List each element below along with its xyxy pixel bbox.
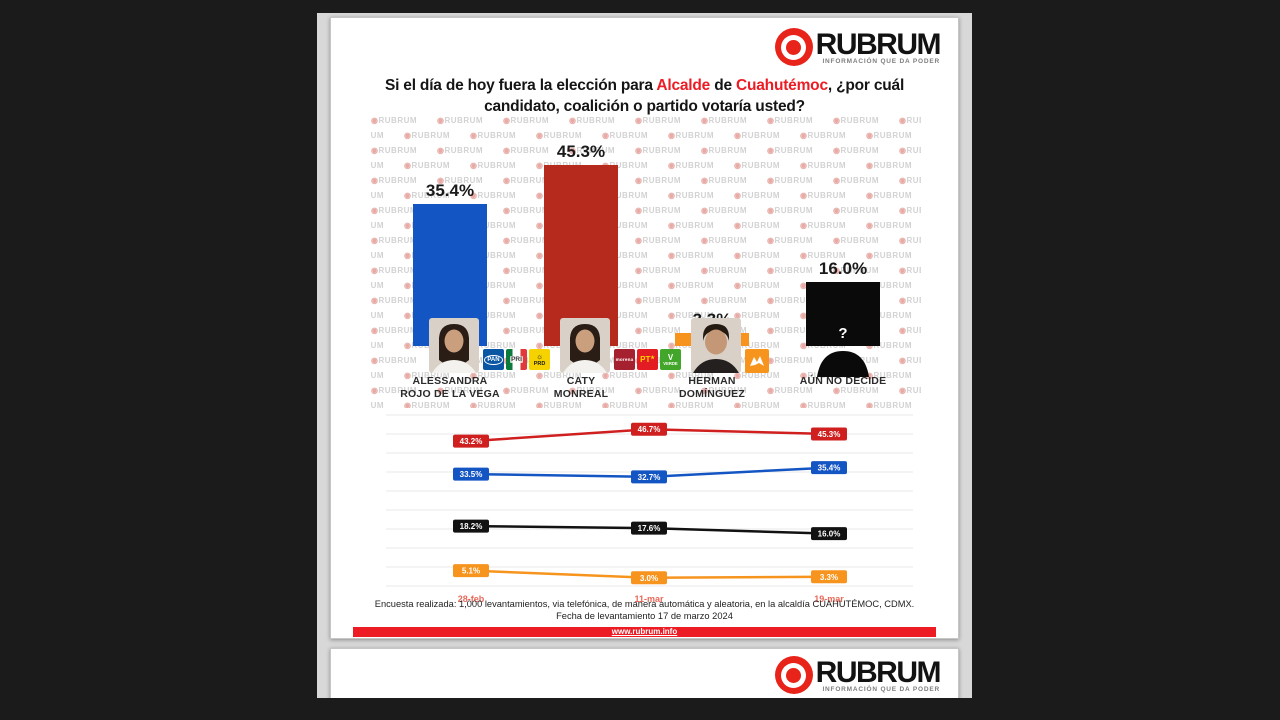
trend-value-box	[631, 571, 667, 585]
candidate-name: ALESSANDRA ROJO DE LA VEGA	[400, 375, 500, 400]
party-logos-row: morena PT★ V VERDE	[614, 349, 681, 370]
party-logo-morena: morena	[614, 349, 635, 370]
svg-text:18.2%: 18.2%	[460, 522, 483, 531]
rubrum-brand-text: RUBRUM	[815, 655, 942, 689]
candidate-name: AÚN NO DECIDE	[799, 375, 887, 387]
methodology-line2: Fecha de levantamiento 17 de marzo 2024	[556, 611, 733, 621]
trend-date-label: 28-feb	[457, 594, 485, 604]
svg-text:3.3%: 3.3%	[820, 573, 838, 582]
rubrum-brand-text: RUBRUM	[815, 27, 942, 61]
svg-text:43.2%: 43.2%	[460, 437, 483, 446]
party-logo-PT: PT★	[637, 349, 658, 370]
trend-line-chart: 43.2% 46.7% 45.3% 33.5% 32.7% 35.4% 18.2…	[386, 414, 913, 587]
trend-value-box	[811, 527, 847, 541]
bar-value-label: 35.4%	[425, 181, 475, 201]
party-logos-row: PAN PRI ☼ PRD	[483, 349, 550, 370]
trend-value-box	[453, 519, 489, 533]
rubrum-tagline: INFORMACIÓN QUE DA PODER	[822, 685, 940, 693]
party-logo-VERDE: V VERDE	[660, 349, 681, 370]
website-link[interactable]: www.rubrum.info	[611, 627, 678, 636]
candidate-photo	[560, 318, 610, 373]
svg-text:?: ?	[838, 325, 847, 342]
undecided-silhouette-icon: ?	[817, 320, 869, 377]
trend-value-box	[811, 427, 847, 441]
rubrum-tagline: INFORMACIÓN QUE DA PODER	[822, 57, 940, 65]
title-office-accent: Alcalde	[656, 77, 711, 94]
trend-date-label: 19-mar	[814, 594, 844, 604]
footer-red-bar: www.rubrum.info	[353, 627, 936, 637]
svg-text:46.7%: 46.7%	[638, 425, 661, 434]
trend-x-axis-labels: 28-feb 11-mar 19-mar	[386, 594, 913, 608]
party-logo-MC	[745, 349, 769, 373]
title-text: de	[710, 77, 736, 94]
trend-value-box	[811, 461, 847, 475]
party-logos-row	[745, 349, 769, 373]
methodology-note: Encuesta realizada: 1,000 levantamientos…	[349, 598, 940, 622]
result-bar	[544, 164, 618, 346]
svg-text:3.0%: 3.0%	[640, 574, 658, 583]
title-text: Si el día de hoy fuera la elección para	[384, 77, 657, 94]
trend-value-box	[631, 470, 667, 484]
party-logo-PRI: PRI	[506, 349, 527, 370]
svg-text:32.7%: 32.7%	[638, 473, 661, 482]
report-page-2: RUBRUM INFORMACIÓN QUE DA PODER	[330, 648, 959, 698]
trend-value-box	[631, 422, 667, 436]
svg-text:35.4%: 35.4%	[818, 464, 841, 473]
candidate-name: CATY MONREAL	[553, 375, 609, 400]
svg-text:5.1%: 5.1%	[462, 567, 480, 576]
title-place-accent: Cuahutémoc	[736, 77, 828, 94]
svg-text:45.3%: 45.3%	[818, 430, 841, 439]
svg-text:16.0%: 16.0%	[818, 530, 841, 539]
trend-value-box	[453, 467, 489, 481]
trend-date-label: 11-mar	[634, 594, 664, 604]
trend-value-box	[453, 564, 489, 578]
party-logo-PAN: PAN	[483, 349, 504, 370]
poll-question-title: Si el día de hoy fuera la elección para …	[361, 75, 928, 117]
rubrum-logo: RUBRUM INFORMACIÓN QUE DA PODER	[774, 655, 942, 694]
trend-value-box	[453, 434, 489, 448]
candidate-column: 35.4% PAN PRI ☼ PRD ALESSANDRA ROJO DE LA VEG…	[384, 18, 550, 420]
rubrum-target-icon	[774, 656, 813, 694]
rubrum-target-icon	[774, 28, 813, 66]
candidate-photo	[691, 318, 741, 373]
candidate-name: HERMAN DOMÍNGUEZ	[679, 375, 745, 400]
report-page-1: RUBRUM INFORMACIÓN QUE DA PODER Si el dí…	[330, 17, 959, 639]
candidate-photo	[429, 318, 479, 373]
title-text: , ¿por cuál candidato, coalición o parti…	[484, 77, 905, 115]
bar-value-label: 16.0%	[818, 259, 868, 278]
rubrum-logo: RUBRUM INFORMACIÓN QUE DA PODER	[774, 27, 942, 66]
trend-value-box	[811, 570, 847, 584]
bar-value-label: 45.3%	[556, 141, 606, 161]
party-logo-PRD: ☼ PRD	[529, 349, 550, 370]
document-viewer[interactable]: RUBRUM INFORMACIÓN QUE DA PODER Si el dí…	[317, 13, 972, 698]
svg-text:33.5%: 33.5%	[460, 470, 483, 479]
trend-value-box	[631, 521, 667, 535]
svg-text:17.6%: 17.6%	[638, 524, 661, 533]
methodology-line1: Encuesta realizada: 1,000 levantamientos…	[374, 599, 915, 609]
candidate-column: 16.0% ? AÚN NO DECIDE	[777, 18, 909, 420]
bar-chart: 35.4% PAN PRI ☼ PRD ALESSANDRA ROJO DE LA VEG…	[331, 18, 958, 418]
candidate-column: 45.3% morena PT★ V VERDE CATY MONREAL	[515, 18, 681, 420]
